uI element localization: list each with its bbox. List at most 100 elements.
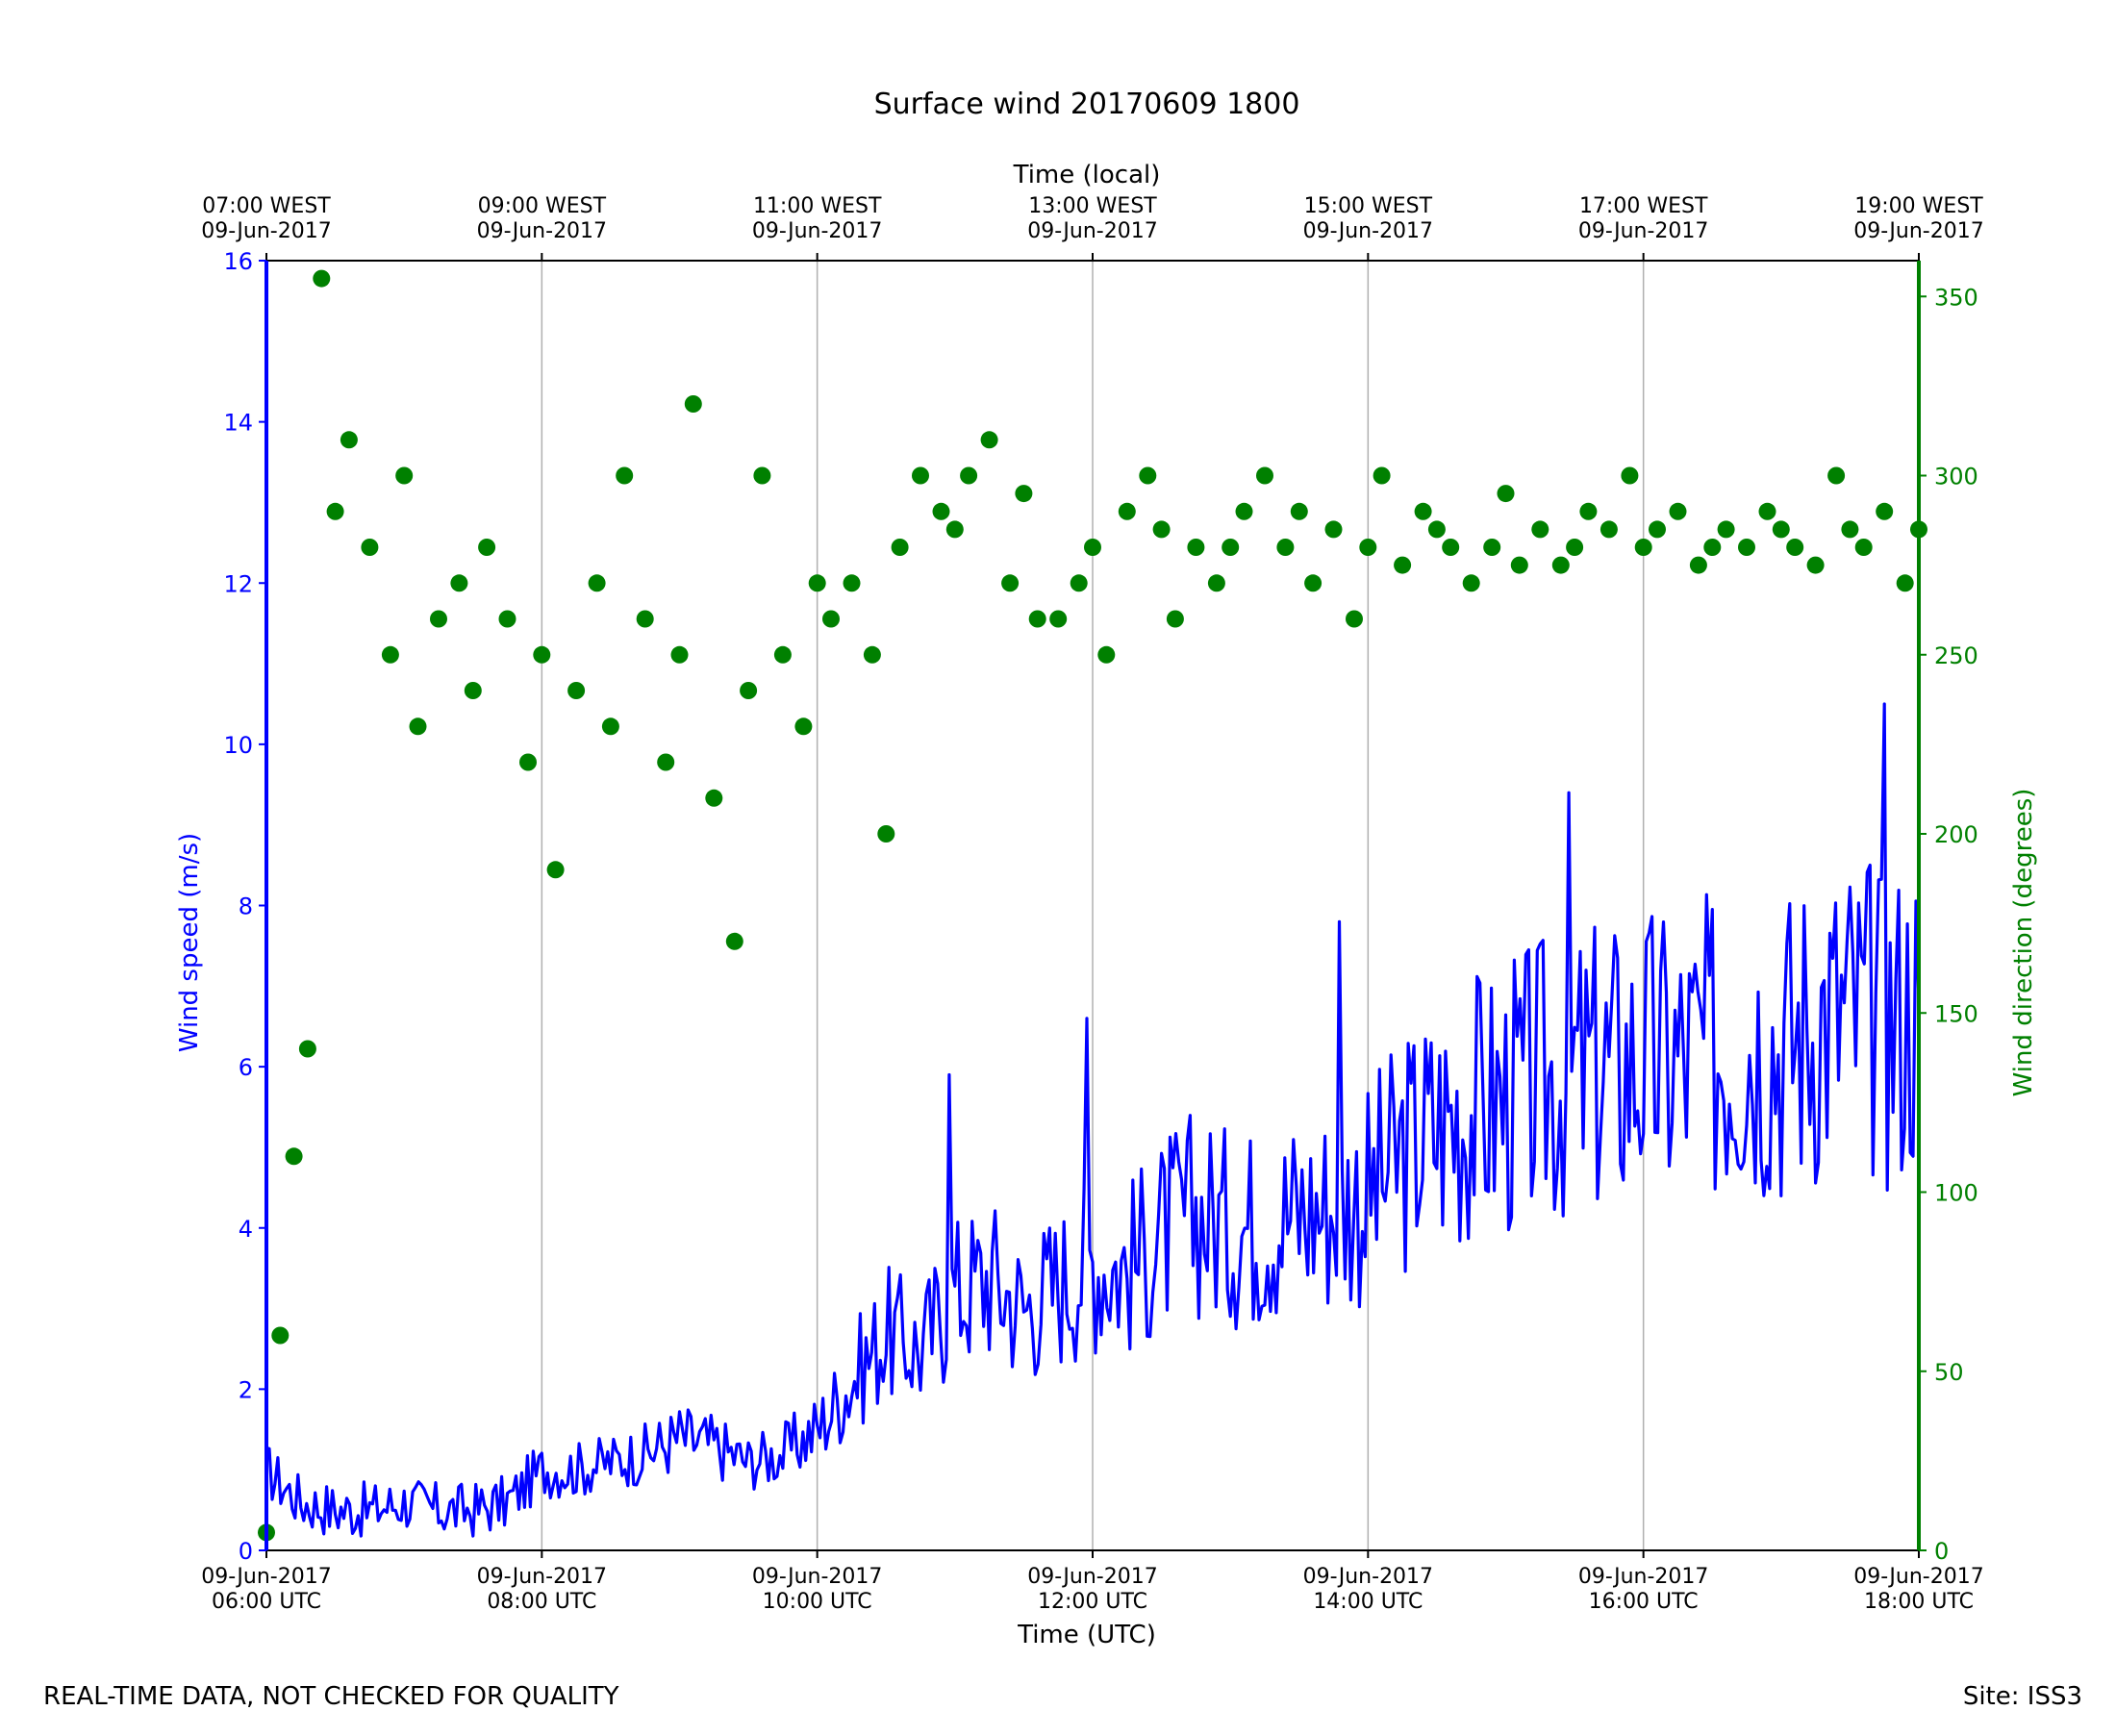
top-tick-date: 09-Jun-2017 [477,219,607,243]
top-tick-time: 15:00 WEST [1304,194,1433,218]
direction-point [1876,502,1894,520]
direction-point [361,539,379,556]
right-tick-label: 100 [1934,1180,1978,1207]
direction-point [1373,466,1391,485]
direction-point [1166,610,1184,628]
right-tick-label: 150 [1934,1000,1978,1027]
right-tick-label: 200 [1934,821,1978,848]
top-tick-date: 09-Jun-2017 [1578,219,1708,243]
top-axis-label: Time (local) [1013,161,1161,189]
direction-point [313,269,331,288]
direction-point [1551,556,1570,574]
direction-point [546,861,565,879]
direction-point [588,574,606,592]
direction-point [1703,539,1722,556]
direction-point [1207,574,1225,592]
direction-point [1276,539,1295,556]
top-tick-time: 17:00 WEST [1579,194,1708,218]
top-tick-date: 09-Jun-2017 [201,219,331,243]
right-tick-label: 300 [1934,464,1978,491]
direction-point [863,645,881,664]
bottom-tick-time: 16:00 UTC [1589,1590,1699,1614]
direction-point [1097,645,1116,664]
bottom-tick-time: 18:00 UTC [1864,1590,1974,1614]
footer-site-label: Site: ISS3 [1963,1682,2082,1711]
direction-point [705,789,723,807]
direction-point [340,431,358,449]
top-tick-time: 07:00 WEST [202,194,331,218]
direction-point [794,717,813,736]
direction-point [1497,485,1515,503]
direction-point [1566,539,1584,556]
direction-point [740,682,758,699]
direction-point [1758,502,1776,520]
direction-point [1896,574,1914,592]
direction-point [1483,539,1501,556]
left-tick-label: 10 [223,732,253,759]
bottom-tick-time: 12:00 UTC [1038,1590,1147,1614]
direction-point [1806,556,1825,574]
bottom-tick-date: 09-Jun-2017 [1578,1565,1708,1589]
direction-point [1738,539,1755,556]
right-axis-label: Wind direction (degrees) [2009,789,2038,1097]
bottom-tick-time: 14:00 UTC [1313,1590,1423,1614]
direction-point [1669,502,1687,520]
top-tick-time: 09:00 WEST [478,194,607,218]
direction-point [1152,520,1171,539]
bottom-tick-date: 09-Jun-2017 [477,1565,607,1589]
right-tick-label: 0 [1934,1538,1949,1565]
direction-point [1222,539,1240,556]
top-tick-date: 09-Jun-2017 [752,219,882,243]
direction-point [1772,520,1790,539]
direction-point [1579,502,1598,520]
direction-point [1510,556,1528,574]
direction-point [753,466,771,485]
direction-point [381,645,399,664]
direction-point [1001,574,1020,592]
left-axis-label: Wind speed (m/s) [175,833,204,1052]
direction-point [773,645,792,664]
direction-point [1649,520,1666,539]
direction-point [1139,466,1157,485]
direction-point [1717,520,1735,539]
direction-point [450,574,468,592]
direction-point [395,466,414,485]
direction-point [326,502,344,520]
top-tick-time: 11:00 WEST [753,194,882,218]
left-tick-label: 14 [223,410,253,437]
direction-point [533,645,551,664]
direction-point [1235,502,1253,520]
left-tick-label: 16 [223,248,253,275]
direction-point [1689,556,1707,574]
top-tick-date: 09-Jun-2017 [1303,219,1433,243]
direction-point [684,395,702,413]
left-tick-label: 2 [239,1376,253,1403]
bottom-tick-date: 09-Jun-2017 [201,1565,331,1589]
direction-point [1049,610,1068,628]
bottom-tick-date: 09-Jun-2017 [1303,1565,1433,1589]
direction-point [843,574,861,592]
left-tick-label: 4 [239,1216,253,1243]
footer-quality-note: REAL-TIME DATA, NOT CHECKED FOR QUALITY [43,1682,619,1711]
direction-point [1187,539,1205,556]
direction-point [636,610,654,628]
direction-point [822,610,840,628]
direction-point [464,682,482,699]
direction-point [498,610,516,628]
left-tick-label: 6 [239,1054,253,1081]
direction-point [1414,502,1432,520]
bottom-axis-label: Time (UTC) [1017,1621,1156,1649]
bottom-tick-time: 08:00 UTC [487,1590,596,1614]
right-tick-label: 50 [1934,1359,1964,1386]
direction-point [1394,556,1412,574]
bottom-tick-time: 06:00 UTC [212,1590,321,1614]
direction-point [285,1147,303,1166]
direction-point [932,502,950,520]
chart-title: Surface wind 20170609 1800 [874,88,1300,121]
left-tick-label: 12 [223,570,253,597]
direction-point [1304,574,1322,592]
direction-point [808,574,826,592]
direction-point [1442,539,1460,556]
direction-point [1084,539,1101,556]
direction-point [1359,539,1377,556]
